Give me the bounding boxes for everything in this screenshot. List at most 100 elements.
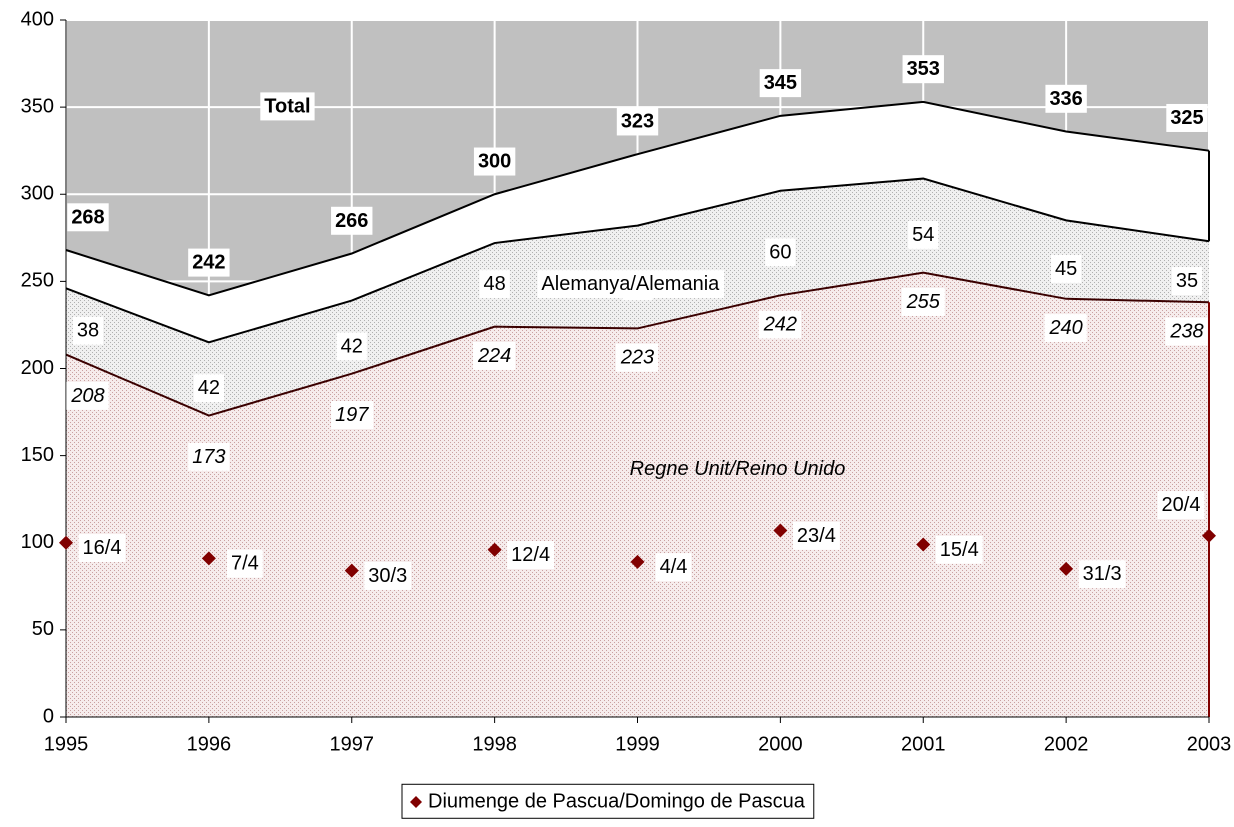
germany-label-box xyxy=(765,238,796,267)
easter-label: 16/4 xyxy=(83,537,122,559)
germany-label: 42 xyxy=(341,335,363,357)
easter-label: 31/3 xyxy=(1083,563,1122,585)
total-label-box xyxy=(473,147,516,176)
total-label-group: 323 xyxy=(616,107,659,136)
easter-label-box xyxy=(935,535,983,564)
uk-label-group: 255 xyxy=(901,287,945,316)
uk-label: 223 xyxy=(620,347,654,369)
x-tick-label: 2003 xyxy=(1187,733,1232,755)
easter-label: 30/3 xyxy=(368,565,407,587)
uk-label: 240 xyxy=(1048,317,1082,339)
germany-label-group: 42 xyxy=(336,332,367,361)
easter-label: 15/4 xyxy=(940,539,979,561)
easter-label: 4/4 xyxy=(660,556,688,578)
germany-label-group: 54 xyxy=(908,220,939,249)
germany-label: 35 xyxy=(1176,270,1198,292)
easter-marker xyxy=(59,535,73,550)
easter-marker xyxy=(1059,561,1074,576)
germany-label: 42 xyxy=(198,377,220,399)
total-label-box xyxy=(67,203,109,232)
total-label-box xyxy=(188,248,230,277)
easter-label: 23/4 xyxy=(797,525,836,547)
uk-label-group: 242 xyxy=(758,310,802,339)
germany-name-box xyxy=(537,270,725,299)
uk-line xyxy=(65,271,1210,417)
total-label-group: 336 xyxy=(1045,84,1087,113)
total-name: Total xyxy=(264,95,310,117)
total-label-group: 345 xyxy=(759,69,802,98)
total-line xyxy=(65,100,1210,297)
uk-label-box xyxy=(472,341,516,370)
total-label-group: 242 xyxy=(188,248,230,277)
y-tick-label: 400 xyxy=(21,8,54,30)
total-label-box xyxy=(616,107,659,136)
legend-box xyxy=(401,783,815,819)
total-label-group: 325 xyxy=(1166,103,1208,132)
germany-label: 38 xyxy=(77,320,99,342)
uk-label: 197 xyxy=(335,404,369,426)
total-label-group: 266 xyxy=(331,206,373,235)
germany-label-group: 35 xyxy=(1171,267,1203,296)
germany-label-box xyxy=(1171,267,1203,296)
x-tick-label: 1999 xyxy=(615,733,660,755)
total-label-box xyxy=(331,206,373,235)
uk-label: 224 xyxy=(477,345,511,367)
easter-label-group: 15/4 xyxy=(935,535,983,564)
total-label: 325 xyxy=(1170,107,1203,129)
uk-label-group: 208 xyxy=(66,381,109,410)
y-tick-label: 0 xyxy=(43,705,54,727)
easter-marker xyxy=(1202,528,1216,543)
uk-label-group: 238 xyxy=(1165,317,1208,346)
x-tick-label: 1998 xyxy=(472,733,517,755)
uk-label-group: 224 xyxy=(472,341,516,370)
germany-label-group: 60 xyxy=(765,238,796,267)
uk-label-group: 197 xyxy=(331,401,374,430)
easter-label-box xyxy=(655,553,692,582)
total-label-box xyxy=(1166,103,1208,132)
y-tick-label: 50 xyxy=(32,618,54,640)
easter-marker xyxy=(344,563,359,578)
easter-marker xyxy=(630,554,645,569)
easter-label-box xyxy=(78,534,126,563)
uk-label: 255 xyxy=(906,291,941,313)
easter-label-group: 7/4 xyxy=(226,549,263,578)
y-tick-label: 200 xyxy=(21,357,54,379)
easter-label-group: 20/4 xyxy=(1157,491,1205,520)
germany-label: 45 xyxy=(1055,258,1077,280)
total-label-group: 268 xyxy=(67,203,109,232)
germany-label-group: 48 xyxy=(479,270,510,299)
uk-label-box xyxy=(615,343,659,372)
easter-label-group: 30/3 xyxy=(364,561,412,590)
germany-label-box xyxy=(1051,254,1082,283)
easter-label-box xyxy=(792,521,840,550)
y-tick-label: 300 xyxy=(21,183,54,205)
legend-marker xyxy=(410,796,422,808)
uk-label-group: 223 xyxy=(615,343,659,372)
germany-label-group: 45 xyxy=(1051,254,1082,283)
total-label-group: 300 xyxy=(473,147,516,176)
easter-label-box xyxy=(1157,491,1205,520)
total-label: 345 xyxy=(764,72,797,94)
uk-name: Regne Unit/Reino Unido xyxy=(630,458,846,480)
easter-label-group: 16/4 xyxy=(78,534,126,563)
uk-label: 173 xyxy=(192,446,225,468)
uk-label: 238 xyxy=(1169,321,1203,343)
easter-label: 12/4 xyxy=(511,544,550,566)
total-label-box xyxy=(1045,84,1087,113)
easter-marker xyxy=(773,523,788,538)
total-label: 268 xyxy=(71,206,104,228)
easter-label: 7/4 xyxy=(231,553,259,575)
uk-label-group: 240 xyxy=(1044,314,1087,343)
uk-label: 242 xyxy=(763,314,797,336)
germany-label-group: 42 xyxy=(193,374,224,403)
germany-name: Alemanya/Alemania xyxy=(541,273,720,295)
germany-line xyxy=(65,177,1210,344)
easter-label-box xyxy=(1078,560,1126,589)
x-tick-label: 2001 xyxy=(901,733,946,755)
total-label-box xyxy=(902,55,944,84)
y-tick-label: 250 xyxy=(21,270,54,292)
legend-label: Diumenge de Pascua/Domingo de Pascua xyxy=(428,790,806,812)
easter-marker xyxy=(201,551,216,566)
germany-label: 60 xyxy=(769,241,791,263)
uk-label: 208 xyxy=(70,385,104,407)
